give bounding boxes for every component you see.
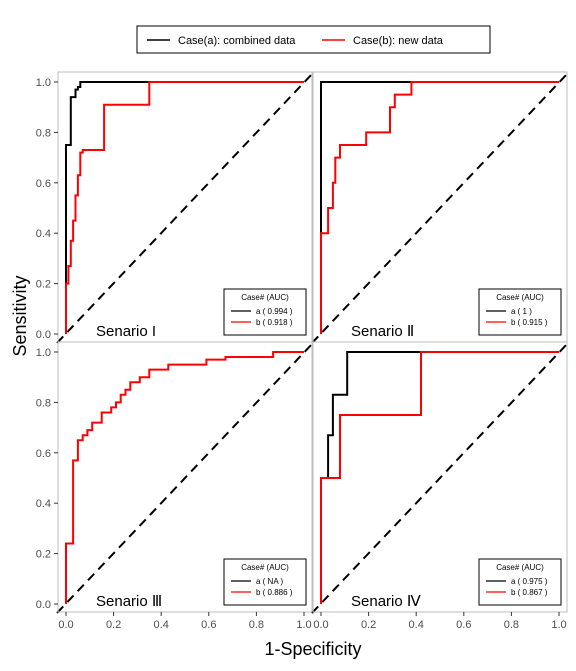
legend-label-b: Case(b): new data <box>353 35 444 47</box>
inset-entry: b ( 0.915 ) <box>511 318 548 327</box>
panel-label: Senario Ⅲ <box>96 593 162 610</box>
y-tick-label: 0.0 <box>36 599 51 611</box>
y-tick-label: 0.6 <box>36 178 51 190</box>
x-tick-label: 0.0 <box>313 619 328 631</box>
x-tick-label: 0.0 <box>58 619 73 631</box>
panel-border <box>57 341 313 613</box>
panels: Senario I Case# (AUC) a ( 0.994 ) b ( 0.918… <box>56 71 569 614</box>
x-tick-label: 0.8 <box>249 619 264 631</box>
panel-2: Senario Ⅱ Case# (AUC) a ( 1 ) b ( 0.915 ) <box>311 71 569 344</box>
inset-box <box>223 288 307 336</box>
y-tick-label: 0.2 <box>36 279 51 291</box>
y-tick-label: 0.8 <box>36 127 51 139</box>
diagonal-reference-line <box>56 342 314 614</box>
x-axis-title: 1-Specificity <box>264 639 361 659</box>
inset-entry: b ( 0.886 ) <box>256 588 293 597</box>
x-tick-label: 0.4 <box>154 619 169 631</box>
x-tick-label: 0.8 <box>504 619 519 631</box>
inset-box <box>478 288 562 336</box>
inset-entry: a ( 1 ) <box>511 307 532 316</box>
roc-series-2 <box>320 81 559 334</box>
y-tick-label: 0.6 <box>36 448 51 460</box>
legend-box <box>136 25 491 54</box>
panel-label: Senario Ⅱ <box>351 323 414 340</box>
roc-series-1 <box>65 81 304 334</box>
panel-label: Senario I <box>96 323 156 340</box>
auc-inset-legend: Case# (AUC) a ( 0.994 ) b ( 0.918 ) <box>223 288 307 336</box>
auc-inset-legend: Case# (AUC) a ( 0.975 ) b ( 0.867 ) <box>478 558 562 606</box>
diagonal-reference-line <box>311 72 569 344</box>
x-tick-label: 1.0 <box>551 619 566 631</box>
roc-series-2 <box>65 81 304 334</box>
roc-series-2 <box>320 351 559 604</box>
top-legend: Case(a): combined data Case(b): new data <box>136 25 491 54</box>
diagonal-reference-line <box>56 72 314 344</box>
inset-box <box>478 558 562 606</box>
y-tick-label: 1.0 <box>36 347 51 359</box>
y-tick-label: 0.4 <box>36 498 51 510</box>
y-tick-label: 1.0 <box>36 77 51 89</box>
x-tick-label: 1.0 <box>296 619 311 631</box>
x-tick-label: 0.2 <box>106 619 121 631</box>
panel-3: Senario Ⅲ Case# (AUC) a ( NA ) b ( 0.886 ) <box>56 341 314 614</box>
roc-series-1 <box>65 351 304 604</box>
auc-inset-legend: Case# (AUC) a ( NA ) b ( 0.886 ) <box>223 558 307 606</box>
auc-inset-legend: Case# (AUC) a ( 1 ) b ( 0.915 ) <box>478 288 562 336</box>
y-tick-label: 0.8 <box>36 397 51 409</box>
panel-label: Senario Ⅳ <box>351 593 421 610</box>
inset-entry: b ( 0.867 ) <box>511 588 548 597</box>
y-tick-label: 0.4 <box>36 228 51 240</box>
y-tick-label: 0.2 <box>36 549 51 561</box>
x-tick-label: 0.2 <box>361 619 376 631</box>
legend-label-a: Case(a): combined data <box>178 35 296 47</box>
y-tick-label: 0.0 <box>36 329 51 341</box>
y-axis-title: Sensitivity <box>10 275 30 356</box>
inset-title: Case# (AUC) <box>241 293 289 302</box>
inset-entry: a ( NA ) <box>256 577 283 586</box>
panel-4: Senario Ⅳ Case# (AUC) a ( 0.975 ) b ( 0.867… <box>311 341 569 614</box>
inset-title: Case# (AUC) <box>241 563 289 572</box>
inset-entry: a ( 0.994 ) <box>256 307 293 316</box>
x-tick-label: 0.4 <box>409 619 424 631</box>
panel-border <box>312 341 568 613</box>
inset-title: Case# (AUC) <box>496 563 544 572</box>
panel-1: Senario I Case# (AUC) a ( 0.994 ) b ( 0.918… <box>56 71 314 344</box>
inset-entry: b ( 0.918 ) <box>256 318 293 327</box>
inset-box <box>223 558 307 606</box>
inset-entry: a ( 0.975 ) <box>511 577 548 586</box>
inset-title: Case# (AUC) <box>496 293 544 302</box>
x-tick-label: 0.6 <box>456 619 471 631</box>
x-tick-label: 0.6 <box>201 619 216 631</box>
diagonal-reference-line <box>311 342 569 614</box>
axis-ticks: 0.00.20.40.60.81.00.00.20.40.60.81.00.0 0… <box>36 77 567 631</box>
